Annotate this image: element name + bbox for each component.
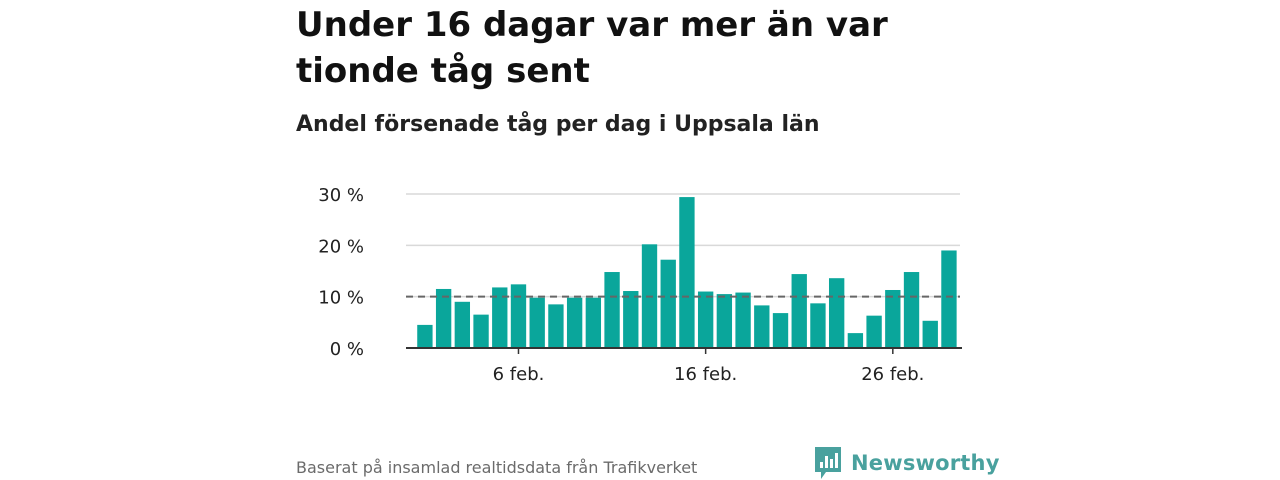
bar [735, 292, 751, 348]
bar [828, 278, 845, 348]
x-axis-ticks: 6 feb. 16 feb. 26 feb. [493, 348, 924, 385]
bar [922, 320, 938, 348]
bar [866, 315, 882, 348]
chart-title: Under 16 dagar var mer än var tionde tåg… [296, 5, 888, 91]
bar-chart: 0 % 10 % 20 % 30 % 6 feb. 16 feb. 26 feb. [318, 185, 962, 385]
brand-name: Newsworthy [851, 451, 1000, 475]
y-tick-label: 0 % [330, 339, 364, 360]
y-tick-label: 10 % [318, 288, 364, 309]
x-tick-label: 16 feb. [674, 364, 737, 385]
bar [548, 304, 564, 348]
bar [604, 272, 620, 348]
y-tick-label: 30 % [318, 185, 364, 206]
bar [847, 333, 864, 348]
bar [566, 297, 583, 348]
chart-subtitle: Andel försenade tåg per dag i Uppsala lä… [296, 112, 820, 137]
bar [585, 297, 602, 348]
bar [473, 314, 489, 348]
x-tick-label: 6 feb. [493, 364, 545, 385]
bar [679, 197, 695, 348]
brand-logo: Newsworthy [814, 446, 1000, 480]
bar [716, 294, 733, 348]
bar [941, 250, 957, 348]
source-note: Baserat på insamlad realtidsdata från Tr… [296, 458, 698, 477]
bar [810, 303, 826, 348]
y-axis-ticks: 0 % 10 % 20 % 30 % [318, 185, 364, 360]
bar [772, 313, 789, 348]
newsworthy-chart-badge-icon [815, 447, 841, 479]
bar [660, 259, 676, 348]
bar [885, 289, 901, 348]
bars [417, 197, 957, 348]
y-tick-label: 20 % [318, 236, 364, 257]
bar [417, 324, 433, 348]
bar [754, 305, 770, 348]
bar [903, 272, 920, 348]
x-tick-label: 26 feb. [861, 364, 924, 385]
bar [791, 274, 807, 348]
bar [492, 287, 508, 348]
bar [454, 301, 471, 348]
bar [435, 288, 452, 348]
bar [623, 291, 639, 348]
bar [529, 297, 545, 348]
bar [510, 284, 527, 348]
bar [697, 291, 714, 348]
chart-card: Under 16 dagar var mer än var tionde tåg… [296, 0, 999, 480]
